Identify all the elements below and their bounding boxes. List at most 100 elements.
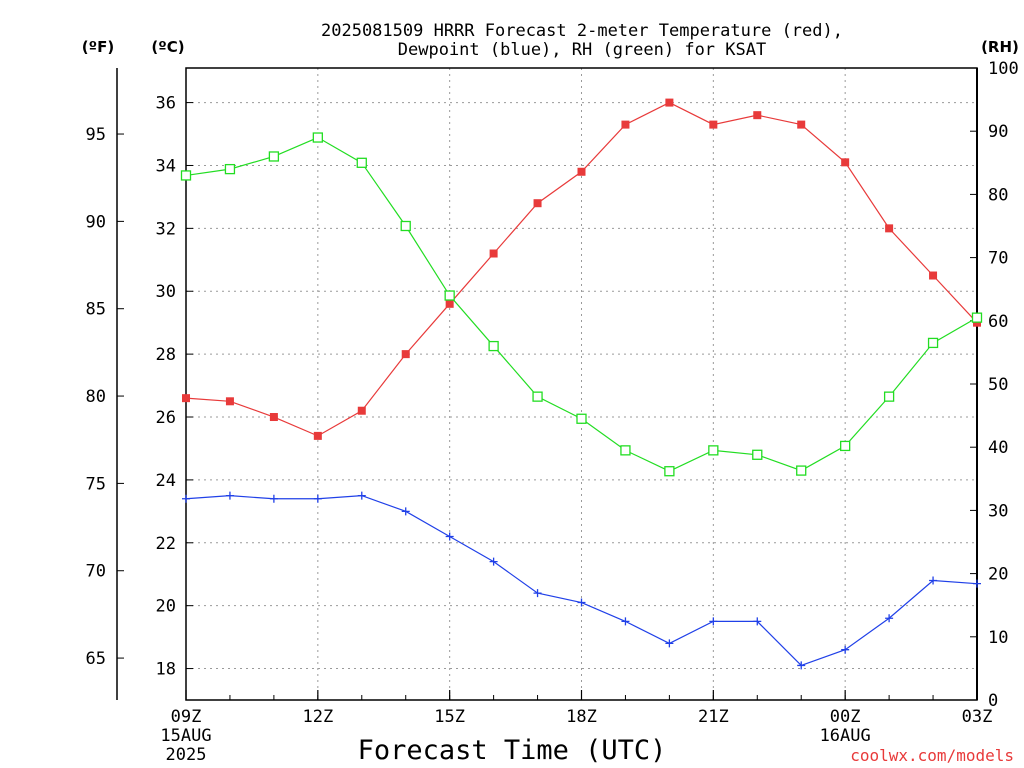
celsius-tick-label: 36	[156, 94, 176, 114]
celsius-tick-label: 30	[156, 282, 176, 302]
data-series	[180, 98, 983, 670]
temp-point	[445, 299, 454, 308]
celsius-unit-label: (ºC)	[151, 38, 184, 56]
rh-point	[971, 312, 983, 323]
temp-point	[269, 413, 278, 422]
fahrenheit-tick-label: 70	[86, 562, 106, 582]
x-axis-label: Forecast Time (UTC)	[358, 735, 667, 766]
x-tick-label: 09Z	[171, 707, 202, 727]
fahrenheit-tick-label: 85	[86, 300, 106, 320]
rh-point	[708, 445, 719, 456]
dewpoint-point	[709, 617, 718, 626]
rh-point	[356, 157, 367, 168]
fahrenheit-unit-label: (ºF)	[82, 38, 114, 56]
rh-point	[796, 465, 807, 476]
dewpoint-point	[973, 579, 981, 588]
dewpoint-point	[445, 532, 454, 541]
x-tick-label: 21Z	[698, 707, 729, 727]
dewpoint-point	[357, 491, 366, 500]
dewpoint-point	[577, 598, 586, 607]
rh-tick-label: 40	[988, 438, 1008, 458]
x-tick-label: 15Z	[434, 707, 465, 727]
dewpoint-point	[489, 557, 498, 566]
fahrenheit-tick-label: 75	[86, 474, 106, 494]
celsius-tick-label: 26	[156, 408, 176, 428]
rh-point	[400, 220, 411, 232]
rh-point	[488, 340, 499, 352]
rh-point	[268, 151, 280, 162]
fahrenheit-tick-label: 95	[86, 125, 106, 145]
dewpoint-point	[885, 614, 894, 623]
rh-point	[620, 445, 631, 456]
rh-point	[312, 132, 323, 143]
celsius-tick-label: 34	[156, 156, 176, 176]
rh-point	[532, 391, 543, 402]
temp-point	[709, 120, 718, 129]
temp-point	[841, 158, 850, 167]
fahrenheit-tick-label: 90	[86, 212, 106, 232]
rh-tick-label: 20	[988, 565, 1008, 585]
dewpoint-point	[665, 639, 674, 648]
celsius-tick-label: 32	[156, 219, 176, 239]
rh-point	[664, 466, 675, 477]
dewpoint-point	[753, 617, 762, 626]
dewpoint-point	[841, 645, 850, 654]
rh-tick-label: 70	[988, 249, 1008, 269]
rh-tick-label: 90	[988, 122, 1008, 142]
dewpoint-point	[621, 617, 630, 626]
celsius-tick-label: 24	[156, 471, 176, 491]
rh-point	[444, 290, 455, 301]
celsius-tick-label: 20	[156, 597, 176, 617]
x-tick-label: 03Z	[962, 707, 993, 727]
temp-point	[753, 111, 762, 120]
dewpoint-point	[401, 507, 410, 516]
rh-tick-label: 0	[988, 691, 998, 711]
rh-tick-label: 10	[988, 628, 1008, 648]
rh-point	[752, 449, 763, 460]
celsius-tick-label: 22	[156, 534, 176, 554]
x-tick-date-label: 15AUG	[160, 726, 211, 746]
rh-point	[927, 337, 939, 349]
celsius-tick-label: 28	[156, 345, 176, 365]
temp-point	[929, 271, 938, 280]
rh-tick-label: 50	[988, 375, 1008, 395]
temp-point	[797, 120, 806, 129]
temp-point	[357, 406, 366, 415]
dewpoint-point	[225, 491, 234, 500]
rh-tick-label: 30	[988, 501, 1008, 521]
temp-point	[489, 249, 498, 258]
dewpoint-point	[182, 494, 190, 503]
dewpoint-point	[313, 494, 322, 503]
rh-tick-label: 100	[988, 59, 1019, 79]
axes	[116, 67, 978, 701]
celsius-tick-label: 18	[156, 660, 176, 680]
temp-point	[401, 350, 410, 359]
rh-point	[576, 413, 587, 424]
rh-point	[180, 170, 192, 181]
temp-point	[182, 394, 190, 403]
x-tick-label: 18Z	[566, 707, 597, 727]
rh-tick-label: 60	[988, 312, 1008, 332]
temp-point	[577, 167, 586, 176]
temp-point	[313, 431, 322, 440]
x-tick-label: 00Z	[830, 707, 861, 727]
dewpoint-point	[797, 661, 806, 670]
credit-text: coolwx.com/models	[850, 746, 1014, 765]
tick-labels: 18 20 22 24 26 28 30 32 34 36 65 70 75 80 85 90 95 0 10 20 3…	[86, 59, 1019, 765]
chart-title-line2: Dewpoint (blue), RH (green) for KSAT	[398, 40, 766, 60]
chart-title-line1: 2025081509 HRRR Forecast 2-meter Tempera…	[321, 21, 843, 41]
dewpoint-point	[533, 589, 542, 598]
x-tick-year-label: 2025	[166, 745, 207, 765]
temp-point	[665, 98, 674, 107]
temp-point	[533, 199, 542, 208]
temp-point	[225, 397, 234, 406]
temp-point	[621, 120, 630, 129]
fahrenheit-tick-label: 80	[86, 387, 106, 407]
rh-tick-label: 80	[988, 185, 1008, 205]
rh-point	[224, 163, 236, 175]
rh-point	[840, 440, 851, 452]
fahrenheit-tick-label: 65	[86, 649, 106, 669]
rh-unit-label: (RH)	[981, 38, 1019, 56]
temp-point	[885, 224, 894, 233]
dewpoint-point	[929, 576, 938, 585]
